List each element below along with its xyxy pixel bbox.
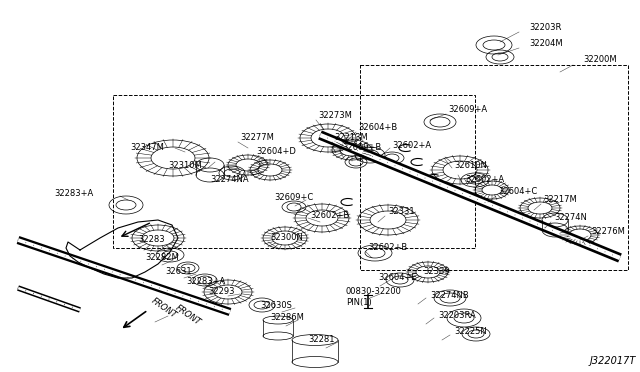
Text: 32286M: 32286M — [270, 314, 304, 323]
Text: 32300N: 32300N — [270, 234, 303, 243]
Text: 32630S: 32630S — [260, 301, 292, 310]
Text: 32602+A: 32602+A — [465, 176, 504, 185]
Text: 32200M: 32200M — [583, 55, 616, 64]
Text: 32282M: 32282M — [145, 253, 179, 263]
Text: 32274N: 32274N — [554, 214, 587, 222]
Text: 32281: 32281 — [308, 336, 335, 344]
Text: 32310M: 32310M — [168, 160, 202, 170]
Text: 32203RA: 32203RA — [438, 311, 476, 321]
Text: 32331: 32331 — [388, 208, 415, 217]
Text: 32203R: 32203R — [529, 23, 561, 32]
Text: 32283: 32283 — [138, 235, 164, 244]
Text: 32604+C: 32604+C — [498, 187, 537, 196]
Text: 32610N: 32610N — [454, 160, 487, 170]
Text: 32631: 32631 — [165, 267, 191, 276]
Text: FRONT: FRONT — [150, 296, 179, 320]
Text: 32602+B: 32602+B — [368, 244, 407, 253]
Text: 32217M: 32217M — [543, 196, 577, 205]
Text: 32604+D: 32604+D — [256, 148, 296, 157]
Text: 32277M: 32277M — [240, 134, 274, 142]
Text: 32276M: 32276M — [591, 228, 625, 237]
Text: 32604+B: 32604+B — [358, 124, 397, 132]
Text: 32347M: 32347M — [130, 144, 164, 153]
Bar — [113, 95, 475, 248]
Text: 32293: 32293 — [208, 288, 234, 296]
Bar — [360, 65, 628, 270]
Text: 32609+B: 32609+B — [342, 144, 381, 153]
Text: 32213M: 32213M — [334, 134, 368, 142]
Text: 32609+A: 32609+A — [448, 106, 487, 115]
Text: 32274NB: 32274NB — [430, 291, 468, 299]
Text: 32283+A: 32283+A — [54, 189, 93, 199]
Text: 32204M: 32204M — [529, 39, 563, 48]
Text: 32602+B: 32602+B — [310, 211, 349, 219]
Text: 32609+C: 32609+C — [274, 193, 313, 202]
Text: FRONT: FRONT — [174, 303, 203, 327]
Text: 32274NA: 32274NA — [210, 176, 248, 185]
Text: J322017T: J322017T — [589, 356, 636, 366]
Text: 32283+A: 32283+A — [186, 278, 225, 286]
Text: 32602+A: 32602+A — [392, 141, 431, 150]
Text: 32339: 32339 — [423, 267, 450, 276]
Text: 00830-32200: 00830-32200 — [346, 288, 402, 296]
Text: 32273M: 32273M — [318, 110, 352, 119]
Text: 32604+E: 32604+E — [378, 273, 417, 282]
Text: PIN(1): PIN(1) — [346, 298, 372, 308]
Text: 32225N: 32225N — [454, 327, 487, 337]
